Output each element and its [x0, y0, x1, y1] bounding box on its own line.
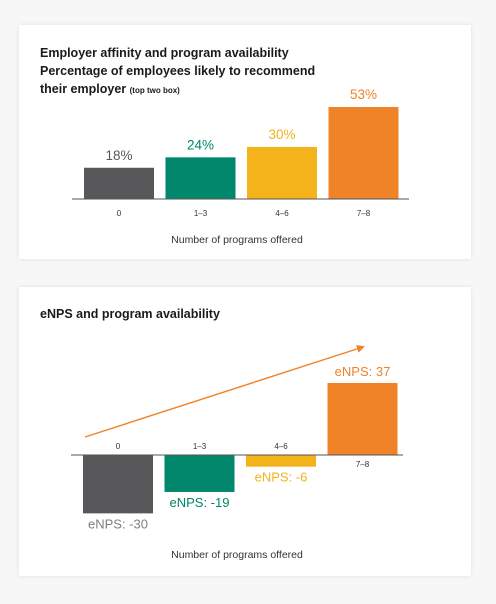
x-axis-label: Number of programs offered [171, 234, 303, 246]
tick-label-0: 0 [117, 209, 122, 218]
bar-0 [84, 167, 154, 199]
tick-label-1: 1–3 [193, 442, 207, 451]
chart-title: eNPS and program availability [40, 307, 220, 321]
value-label-0: eNPS: -30 [88, 516, 148, 531]
bar-3 [327, 383, 398, 455]
chart-title: Employer affinity and program availabili… [40, 44, 340, 100]
tick-label-2: 4–6 [274, 442, 288, 451]
bar-chart-employer-affinity: 18% 0 24% 1–3 30% 4–6 53% 7–8 Number of programs… [72, 87, 409, 246]
trend-arrow [84, 345, 365, 438]
bar-3 [328, 107, 399, 199]
value-label-3: eNPS: 37 [335, 364, 391, 379]
tick-label-2: 4–6 [275, 209, 289, 218]
value-label-0: 18% [105, 148, 132, 163]
title-line-2: Percentage of employees likely to recomm… [40, 64, 316, 96]
bar-chart-enps: eNPS: -30 0 eNPS: -19 1–3 eNPS: -6 4–6 eNPS: 3… [71, 345, 403, 561]
bar-2 [247, 146, 317, 199]
bar-1 [164, 455, 235, 492]
bar-2 [246, 455, 316, 467]
value-label-2: 30% [268, 127, 295, 142]
tick-label-3: 7–8 [356, 460, 370, 469]
x-axis-label: Number of programs offered [171, 549, 303, 561]
tick-label-3: 7–8 [357, 209, 371, 218]
bar-1 [165, 157, 236, 199]
title-line-1: Employer affinity and program availabili… [40, 46, 289, 60]
value-label-2: eNPS: -6 [255, 470, 308, 485]
bar-0 [83, 455, 153, 514]
value-label-3: 53% [350, 87, 377, 102]
value-label-1: eNPS: -19 [170, 495, 230, 510]
title-note: (top two box) [129, 86, 180, 95]
tick-label-1: 1–3 [194, 209, 208, 218]
tick-label-0: 0 [116, 442, 121, 451]
value-label-1: 24% [187, 137, 214, 152]
chart-card-employer-affinity: Employer affinity and program availabili… [19, 25, 471, 259]
chart-card-enps: eNPS and program availability eNPS: -30 0… [19, 287, 471, 576]
